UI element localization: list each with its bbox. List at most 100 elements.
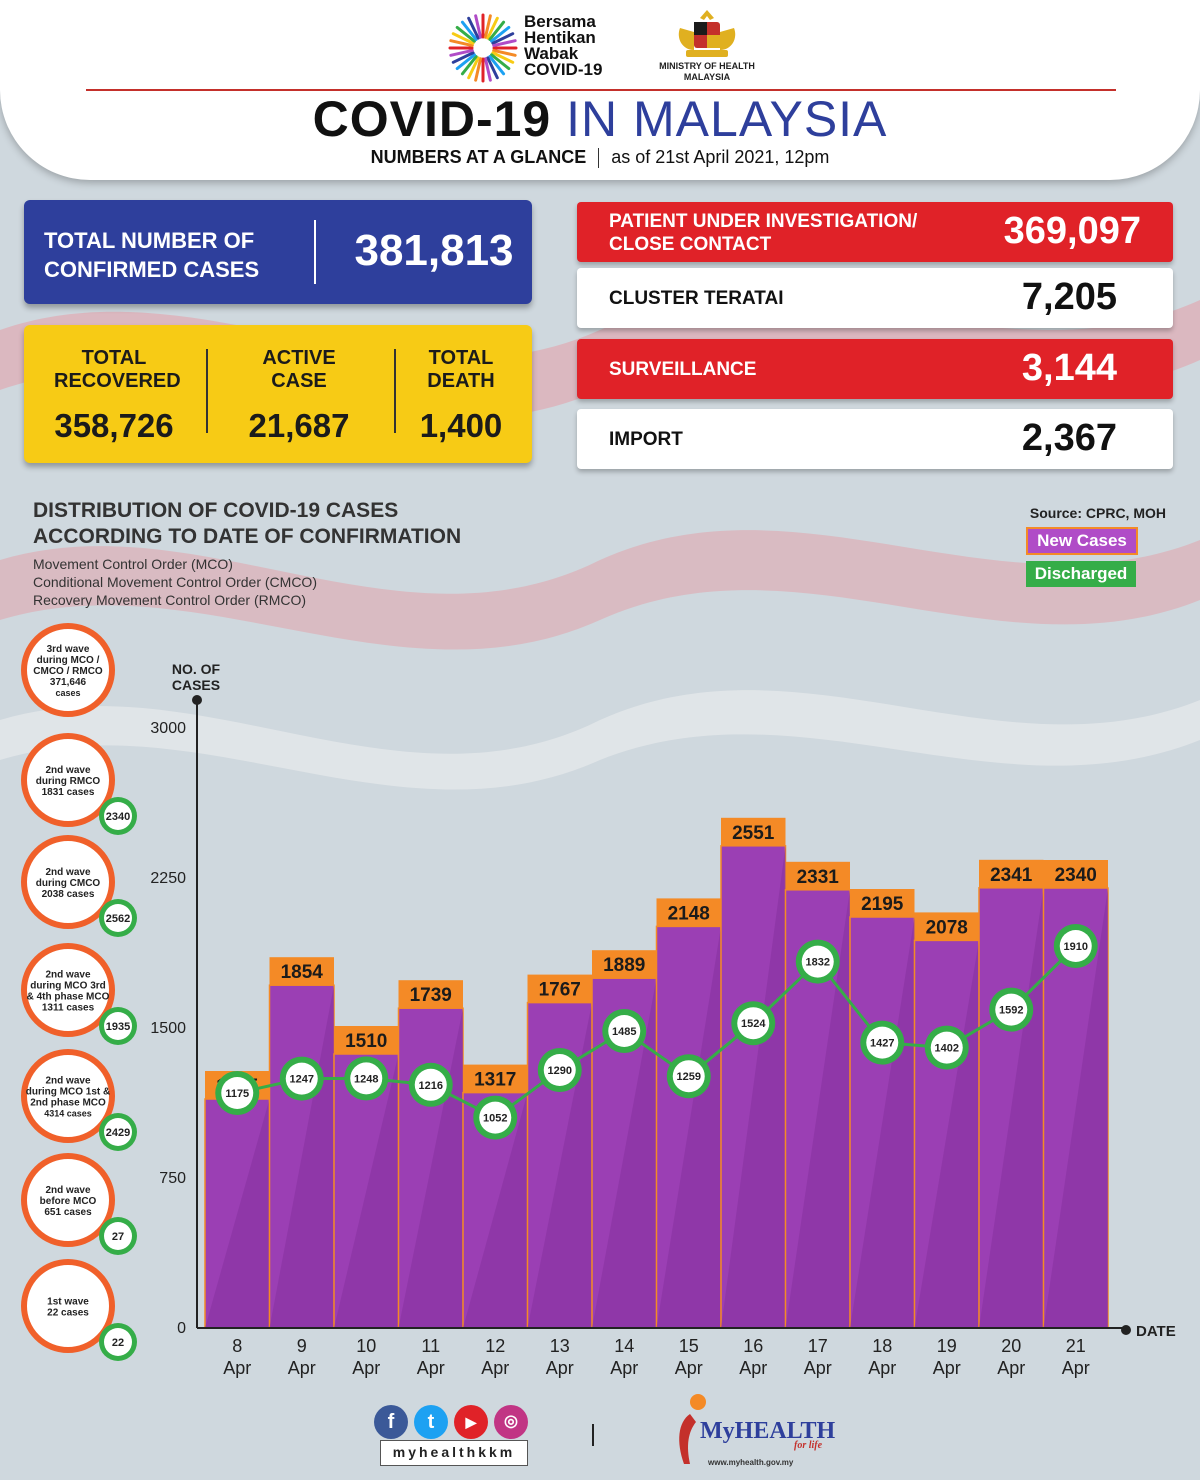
- bar-value-tab: [334, 1026, 399, 1054]
- discharged-value-label: 1259: [677, 1071, 701, 1083]
- bar-value-label: 2148: [668, 903, 710, 924]
- bar-shade: [334, 1054, 399, 1328]
- youtube-icon[interactable]: ▶: [454, 1405, 488, 1439]
- x-tick-label: Apr: [1062, 1358, 1090, 1378]
- facebook-icon[interactable]: f: [374, 1405, 408, 1439]
- sun-ray: [449, 48, 474, 57]
- campaign-line: Hentikan: [524, 28, 596, 47]
- category-label: PATIENT UNDER INVESTIGATION/ CLOSE CONTA…: [609, 211, 918, 255]
- category-label: CLUSTER TERATAI: [609, 288, 784, 309]
- chart-note: Recovery Movement Control Order (RMCO): [33, 592, 307, 608]
- x-tick-label: 13: [550, 1336, 570, 1356]
- sun-ray: [455, 25, 476, 43]
- discharged-value-label: 1248: [354, 1073, 378, 1085]
- twitter-icon[interactable]: t: [414, 1405, 448, 1439]
- discharged-marker-inner: [737, 1007, 770, 1040]
- campaign-line: Bersama: [524, 12, 596, 31]
- bar-value-label: 1510: [345, 1031, 387, 1052]
- discharged-marker-inner: [221, 1077, 254, 1109]
- ministry-name: MINISTRY OF HEALTH MALAYSIA: [640, 61, 774, 83]
- bar-shade: [785, 889, 850, 1328]
- category-row-surveillance: SURVEILLANCE 3,144: [577, 339, 1173, 399]
- sun-ray: [492, 39, 517, 48]
- discharged-marker-inner: [995, 993, 1028, 1026]
- x-tick-label: Apr: [675, 1358, 703, 1378]
- page-subtitle: NUMBERS AT A GLANCE as of 21st April 2021…: [0, 147, 1200, 169]
- title-covid: COVID-19: [312, 91, 552, 147]
- wave-text: CMCO / RMCO: [33, 666, 103, 677]
- bar-value-label: 2340: [1055, 865, 1097, 886]
- brand-tagline: for life: [794, 1440, 823, 1451]
- bar-shade: [656, 926, 721, 1328]
- instagram-icon[interactable]: ◎: [494, 1405, 528, 1439]
- category-value: 2,367: [1021, 417, 1117, 459]
- death-stat: TOTAL DEATH 1,400: [404, 347, 518, 445]
- wave-text: 1831 cases: [42, 787, 95, 798]
- sun-ray: [460, 20, 478, 41]
- subtitle-date: as of 21st April 2021, 12pm: [611, 147, 830, 167]
- wave-text: cases: [55, 688, 80, 698]
- discharged-value-label: 1402: [935, 1043, 959, 1055]
- wave-text: during RMCO: [36, 776, 101, 787]
- sun-ray: [467, 56, 480, 80]
- wave-badge-value: 2340: [106, 811, 130, 823]
- x-tick-label: 12: [485, 1336, 505, 1356]
- bar-value-tab: [914, 912, 979, 941]
- bar-shade: [205, 1099, 270, 1328]
- chart-note: Movement Control Order (MCO): [33, 556, 233, 572]
- death-label: TOTAL DEATH: [427, 347, 495, 392]
- brand-name: MyHEALTH: [700, 1418, 836, 1444]
- category-value: 7,205: [1021, 276, 1117, 318]
- wave-badge-inner: [104, 1118, 132, 1146]
- bar-value-tab: [850, 889, 915, 917]
- campaign-line: COVID-19: [524, 60, 603, 79]
- discharged-marker-inner: [866, 1026, 899, 1059]
- bar-shade: [592, 978, 657, 1328]
- discharged-value-label: 1216: [419, 1080, 443, 1092]
- sun-ray: [486, 16, 499, 40]
- bar-value-label: 1317: [474, 1070, 516, 1091]
- chart-notes: Movement Control Order (MCO) Conditional…: [33, 555, 317, 609]
- active-stat: ACTIVE CASE 21,687: [224, 347, 374, 445]
- y-axis-label: NO. OF: [172, 661, 221, 677]
- discharged-marker-inner: [1059, 930, 1092, 962]
- bar-value-label: 2195: [861, 894, 904, 915]
- bar-value-label: 1767: [539, 980, 581, 1001]
- x-axis-label: DATE: [1136, 1323, 1176, 1340]
- x-tick-label: 20: [1001, 1336, 1021, 1356]
- discharged-value-label: 1052: [483, 1113, 507, 1125]
- chart-title-line: ACCORDING TO DATE OF CONFIRMATION: [33, 525, 462, 548]
- x-tick-label: 18: [872, 1336, 892, 1356]
- sun-ray: [451, 32, 475, 45]
- recovered-label: TOTAL RECOVERED: [54, 347, 181, 392]
- x-tick-label: 17: [808, 1336, 828, 1356]
- sun-ray: [483, 14, 492, 39]
- discharged-value-label: 1290: [548, 1065, 572, 1077]
- bar-value-tab: [592, 950, 657, 979]
- chart-title-line: DISTRIBUTION OF COVID-19 CASES: [33, 499, 399, 522]
- wave-text: 371,646: [50, 677, 87, 688]
- wave-text: 651 cases: [44, 1207, 92, 1218]
- campaign-line: Wabak: [524, 44, 579, 63]
- sun-ray: [451, 51, 475, 64]
- sun-ray: [491, 51, 515, 64]
- y-axis-cap: [192, 695, 202, 705]
- bar-value-tab: [979, 859, 1044, 888]
- brand-url: www.myhealth.gov.my: [708, 1458, 794, 1467]
- discharged-marker-inner: [801, 945, 834, 978]
- malaysia-coat-of-arms: [678, 10, 736, 57]
- discharged-value-label: 1485: [612, 1026, 636, 1038]
- bar-value-label: 1854: [281, 962, 324, 983]
- death-value: 1,400: [419, 407, 503, 444]
- footer-divider: [592, 1424, 594, 1446]
- card-divider: [314, 220, 316, 284]
- bar-shade: [850, 917, 915, 1328]
- x-tick-label: 11: [421, 1336, 440, 1356]
- x-tick-label: Apr: [804, 1358, 832, 1378]
- sun-ray: [492, 48, 517, 57]
- active-label: ACTIVE CASE: [262, 347, 336, 392]
- ministry-line: MALAYSIA: [683, 72, 731, 82]
- wave-text: 2nd wave: [45, 1076, 90, 1087]
- bar-value-tab: [1043, 860, 1108, 888]
- wave-text: during MCO 1st &: [26, 1087, 110, 1098]
